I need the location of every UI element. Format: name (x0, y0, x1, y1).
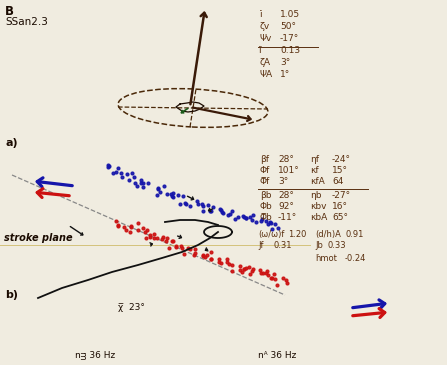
Text: b): b) (5, 290, 18, 300)
Text: Jf: Jf (258, 241, 263, 250)
Text: βb: βb (260, 191, 271, 200)
Text: 1.05: 1.05 (280, 10, 300, 19)
Text: nᴬ 36 Hz: nᴬ 36 Hz (258, 350, 296, 360)
Text: -27°: -27° (332, 191, 351, 200)
Text: ï: ï (260, 46, 263, 55)
Text: 28°: 28° (278, 155, 294, 164)
Text: 0.13: 0.13 (280, 46, 300, 55)
Text: 0.91: 0.91 (345, 230, 363, 239)
Text: ΨA: ΨA (260, 70, 273, 79)
Text: -17°: -17° (280, 34, 299, 43)
Text: 16°: 16° (332, 202, 348, 211)
Text: -24°: -24° (332, 155, 351, 164)
Text: κf: κf (310, 166, 319, 175)
Text: κfA: κfA (310, 177, 325, 186)
Text: Φ̅f: Φ̅f (260, 177, 270, 186)
Text: 15°: 15° (332, 166, 348, 175)
Text: Jb: Jb (315, 241, 323, 250)
Text: Φb: Φb (260, 202, 273, 211)
Text: ηf: ηf (310, 155, 319, 164)
Text: ζA: ζA (260, 58, 271, 67)
Text: -0.24: -0.24 (345, 254, 367, 263)
Text: 28°: 28° (278, 191, 294, 200)
Text: Φ̅b: Φ̅b (260, 213, 273, 222)
Text: B: B (5, 5, 14, 18)
Text: (ω/ω)f: (ω/ω)f (258, 230, 284, 239)
Text: stroke plane: stroke plane (4, 233, 72, 243)
Text: 65°: 65° (332, 213, 348, 222)
Text: SSan2.3: SSan2.3 (5, 17, 48, 27)
Text: ζv: ζv (260, 22, 270, 31)
Text: nᴟ 36 Hz: nᴟ 36 Hz (75, 350, 115, 360)
Text: 0.31: 0.31 (274, 241, 292, 250)
Text: βf: βf (260, 155, 269, 164)
Text: κbv: κbv (310, 202, 326, 211)
Text: κbA: κbA (310, 213, 327, 222)
Text: 1.20: 1.20 (288, 230, 306, 239)
Text: 0.33: 0.33 (328, 241, 346, 250)
Text: 1°: 1° (280, 70, 290, 79)
Text: 3°: 3° (280, 58, 290, 67)
Text: ḣmot: ḣmot (315, 254, 337, 263)
Text: 50°: 50° (280, 22, 296, 31)
Text: i̇: i̇ (260, 10, 263, 19)
Text: 64: 64 (332, 177, 343, 186)
Text: 3°: 3° (278, 177, 288, 186)
Text: ηb: ηb (310, 191, 321, 200)
Text: a): a) (5, 138, 17, 148)
Text: -11°: -11° (278, 213, 297, 222)
Text: (d/h)A: (d/h)A (315, 230, 341, 239)
Text: 92°: 92° (278, 202, 294, 211)
Text: Φf: Φf (260, 166, 270, 175)
Text: χ̅  23°: χ̅ 23° (118, 304, 145, 312)
Text: Ψv: Ψv (260, 34, 272, 43)
Text: 101°: 101° (278, 166, 300, 175)
